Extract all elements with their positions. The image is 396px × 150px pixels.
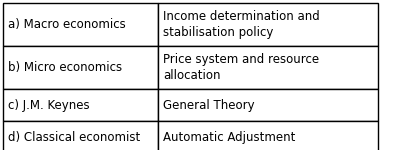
Bar [158, 3, 378, 46]
Bar [158, 121, 378, 150]
Text: d) Classical economist: d) Classical economist [8, 130, 140, 144]
Text: General Theory: General Theory [163, 99, 255, 111]
Bar [158, 89, 378, 121]
Text: Automatic Adjustment: Automatic Adjustment [163, 130, 295, 144]
Bar [158, 46, 378, 89]
Text: Price system and resource
allocation: Price system and resource allocation [163, 53, 319, 82]
Bar [3, 89, 158, 121]
Text: a) Macro economics: a) Macro economics [8, 18, 126, 31]
Text: b) Micro economics: b) Micro economics [8, 61, 122, 74]
Text: c) J.M. Keynes: c) J.M. Keynes [8, 99, 89, 111]
Bar [3, 121, 158, 150]
Text: Income determination and
stabilisation policy: Income determination and stabilisation p… [163, 10, 320, 39]
Bar [3, 46, 158, 89]
Bar [3, 3, 158, 46]
